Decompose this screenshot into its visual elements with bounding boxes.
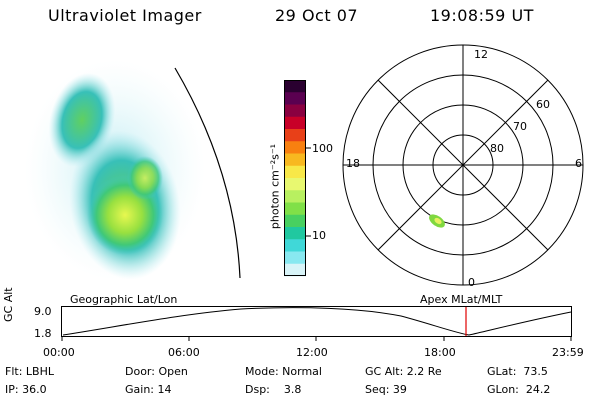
mlat-label-80: 80 [490,142,504,155]
colorbar-band [284,104,306,118]
colorbar-band [284,141,306,154]
colorbar-band [284,227,306,240]
colorbar-band [284,202,306,216]
info-mode: Mode: Normal [245,365,322,378]
app-title: Ultraviolet Imager [48,6,202,25]
info-ip: IP: 36.0 [5,383,47,396]
timeline-y-label: GC Alt [2,287,15,322]
info-glat: GLat: 73.5 [487,365,548,378]
geographic-image-panel [25,60,241,280]
apex-label: Apex MLat/MLT [420,293,503,306]
info-door: Door: Open [125,365,188,378]
colorbar-band [284,129,306,142]
date-label: 29 Oct 07 [275,6,359,25]
mlt-label-18: 18 [346,157,360,170]
colorbar-band [284,190,306,203]
colorbar-band [284,165,306,179]
colorbar-label: photon cm⁻²s⁻¹ [268,143,282,230]
colorbar-tick-100: 100 [312,142,333,155]
timeline-y-tick-1.8: 1.8 [34,327,52,340]
colorbar-band [284,263,306,277]
timeline-y-tick-9: 9.0 [34,305,52,318]
timeline-x-tick-2359: 23:59 [552,346,584,359]
timeline-x-tick-1800: 18:00 [424,346,456,359]
colorbar-band [284,214,306,228]
mlt-label-12: 12 [474,48,488,61]
info-gain: Gain: 14 [125,383,172,396]
colorbar-band [284,92,306,105]
time-label: 19:08:59 UT [430,6,534,25]
timeline-x-tick-0600: 06:00 [168,346,200,359]
aurora-core-2 [127,156,163,200]
colorbar-band [284,178,306,191]
intensity-colorbar [284,80,311,277]
colorbar-band [284,116,306,130]
mlt-label-0: 0 [468,276,475,289]
polar-mlat-mlt-plot [342,44,584,286]
info-glon: GLon: 24.2 [487,383,551,396]
altitude-timeline[interactable] [61,306,573,341]
info-flt: Flt: LBHL [5,365,54,378]
mlat-label-60: 60 [536,98,550,111]
info-dsp: Dsp: 3.8 [245,383,302,396]
info-gcalt: GC Alt: 2.2 Re [365,365,442,378]
timeline-x-tick-0000: 00:00 [43,346,75,359]
colorbar-band [284,80,306,93]
colorbar-tick-10: 10 [312,229,326,242]
info-seq: Seq: 39 [365,383,407,396]
earth-limb-arc [174,67,241,279]
geographic-label: Geographic Lat/Lon [70,293,178,306]
colorbar-band [284,153,306,167]
timeline-x-tick-1200: 12:00 [296,346,328,359]
colorbar-band [284,239,306,252]
altitude-curve [62,307,572,336]
mlt-label-6: 6 [575,157,582,170]
mlat-label-70: 70 [513,120,527,133]
colorbar-band [284,251,306,265]
